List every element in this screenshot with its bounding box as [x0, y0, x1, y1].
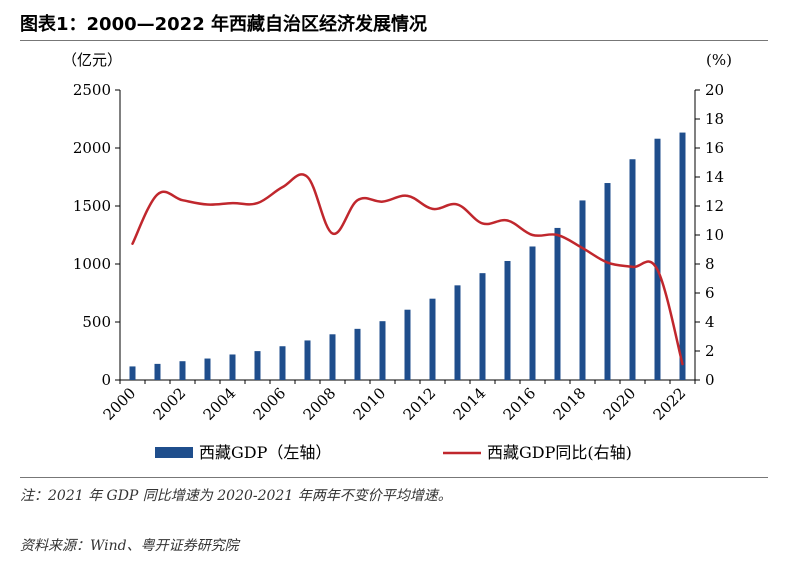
- left-axis-unit: （亿元）: [62, 51, 122, 69]
- legend-bar-swatch: [155, 447, 193, 458]
- gdp-bar-2017: [554, 227, 561, 380]
- left-tick-label: 1000: [73, 255, 111, 273]
- footer-divider: [20, 477, 768, 478]
- footnote: 注：2021 年 GDP 同比增速为 2020-2021 年两年不变价平均增速。: [20, 488, 452, 504]
- gdp-bar-2004: [229, 354, 236, 380]
- right-tick-label: 4: [705, 313, 715, 331]
- legend: 西藏GDP（左轴） 西藏GDP同比(右轴): [155, 443, 632, 462]
- gdp-bar-2001: [154, 363, 161, 380]
- chart-canvas: （亿元） (%) 0 500 1000 1500 2000 2500 0 2 4 6 8 10 12 14…: [62, 51, 732, 462]
- right-tick-label: 0: [705, 371, 715, 389]
- x-tick-label: 2016: [500, 384, 540, 424]
- gdp-bar-2022: [679, 132, 686, 380]
- gdp-bar-2012: [429, 298, 436, 380]
- gdp-bar-2005: [254, 351, 261, 380]
- gdp-bar-2016: [529, 246, 536, 380]
- title-divider: [20, 40, 768, 41]
- gdp-bar-2006: [279, 346, 286, 380]
- chart-title: 图表1：2000—2022 年西藏自治区经济发展情况: [20, 14, 427, 35]
- gdp-bar-2000: [129, 366, 136, 380]
- gdp-bar-2020: [629, 159, 636, 380]
- gdp-growth-line: [131, 173, 684, 366]
- right-tick-label: 16: [705, 139, 724, 157]
- gdp-bar-2009: [354, 328, 361, 380]
- right-tick-label: 8: [705, 255, 715, 273]
- left-tick-label: 500: [82, 313, 111, 331]
- x-tick-label: 2006: [250, 384, 290, 424]
- gdp-bar-2008: [329, 334, 336, 380]
- x-tick-label: 2012: [400, 384, 440, 424]
- gdp-bar-2014: [479, 273, 486, 380]
- x-tick-label: 2018: [550, 384, 590, 424]
- x-tick-label: 2022: [650, 384, 690, 424]
- right-tick-label: 6: [705, 284, 715, 302]
- right-tick-label: 18: [705, 110, 724, 128]
- gdp-bar-2013: [454, 285, 461, 380]
- right-axis-unit: (%): [706, 51, 732, 69]
- axes: 0 500 1000 1500 2000 2500 0 2 4 6 8 10 12 14 16 18 20 200…: [73, 81, 724, 424]
- right-tick-label: 12: [705, 197, 724, 215]
- gdp-bar-2015: [504, 260, 511, 380]
- left-tick-label: 1500: [73, 197, 111, 215]
- gdp-bar-2011: [404, 309, 411, 380]
- x-tick-label: 2004: [200, 384, 240, 424]
- right-tick-label: 2: [705, 342, 715, 360]
- gdp-bar-2021: [654, 138, 661, 380]
- x-tick-label: 2000: [100, 384, 140, 424]
- left-tick-label: 2000: [73, 139, 111, 157]
- left-tick-label: 2500: [73, 81, 111, 99]
- source-note: 资料来源：Wind、粤开证券研究院: [20, 538, 239, 554]
- gdp-bar-2002: [179, 361, 186, 380]
- x-tick-label: 2002: [150, 384, 190, 424]
- x-tick-label: 2008: [300, 384, 340, 424]
- left-tick-label: 0: [101, 371, 111, 389]
- right-tick-label: 20: [705, 81, 724, 99]
- x-tick-label: 2020: [600, 384, 640, 424]
- legend-bar-label: 西藏GDP（左轴）: [199, 443, 331, 462]
- gdp-bar-2018: [579, 200, 586, 380]
- right-tick-label: 10: [705, 226, 724, 244]
- right-tick-label: 14: [705, 168, 724, 186]
- line-series: [131, 173, 684, 366]
- gdp-bar-2019: [604, 183, 611, 380]
- legend-line-label: 西藏GDP同比(右轴): [487, 443, 632, 462]
- x-tick-label: 2014: [450, 384, 490, 424]
- gdp-bar-2003: [204, 358, 211, 380]
- gdp-bar-2010: [379, 321, 386, 380]
- bar-series: [129, 132, 686, 380]
- gdp-bar-2007: [304, 340, 311, 380]
- x-tick-label: 2010: [350, 384, 390, 424]
